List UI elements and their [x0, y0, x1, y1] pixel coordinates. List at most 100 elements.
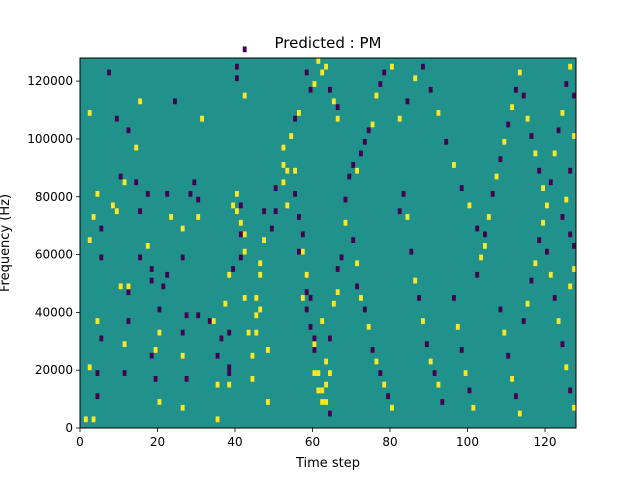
heatmap-cell	[293, 115, 298, 122]
heatmap-cell	[145, 190, 150, 197]
heatmap-cell	[122, 179, 127, 186]
heatmap-cell	[304, 289, 309, 296]
x-tick-label: 80	[382, 435, 397, 449]
heatmap-cell	[312, 81, 317, 87]
heatmap-cell	[87, 237, 92, 243]
heatmap-cell	[223, 300, 228, 307]
heatmap-cell	[258, 306, 263, 313]
heatmap-cell	[335, 104, 340, 111]
heatmap-cell	[339, 254, 344, 261]
heatmap-cell	[560, 214, 565, 220]
heatmap-cell	[432, 370, 437, 376]
heatmap-cell	[436, 110, 441, 116]
heatmap-cell	[300, 231, 305, 238]
heatmap-cell	[545, 248, 549, 255]
heatmap-cell	[564, 364, 569, 371]
heatmap-cell	[312, 347, 317, 353]
heatmap-cell	[258, 271, 263, 278]
heatmap-cell	[320, 69, 325, 76]
heatmap-cell	[521, 318, 526, 324]
heatmap-cell	[405, 214, 410, 220]
heatmap-cell	[498, 156, 503, 163]
heatmap-cells	[83, 46, 577, 423]
heatmap-cell	[254, 329, 259, 336]
heatmap-cell	[490, 190, 495, 197]
heatmap-cell	[149, 352, 154, 359]
heatmap-cell	[211, 318, 216, 324]
heatmap-cell	[351, 162, 356, 168]
heatmap-cell	[304, 271, 309, 278]
heatmap-cell	[134, 179, 139, 186]
heatmap-cell	[331, 98, 336, 105]
chart-title: Predicted : PM	[275, 34, 382, 52]
heatmap-cell	[269, 225, 274, 232]
heatmap-cell	[568, 63, 573, 70]
heatmap-cell	[149, 266, 154, 272]
heatmap-cell	[514, 393, 518, 400]
heatmap-cell	[529, 133, 534, 139]
heatmap-cell	[180, 225, 185, 232]
heatmap-cell	[382, 69, 387, 76]
heatmap-cell	[324, 63, 329, 70]
heatmap-cell	[262, 237, 267, 243]
heatmap-cell	[483, 231, 487, 238]
heatmap-cell	[343, 196, 348, 203]
heatmap-cell	[122, 341, 127, 348]
heatmap-cell	[390, 63, 394, 70]
heatmap-cell	[149, 277, 154, 284]
heatmap-cell	[238, 254, 243, 261]
heatmap-cell	[180, 254, 185, 261]
heatmap-cell	[374, 358, 379, 365]
heatmap-cell	[545, 202, 549, 209]
heatmap-cell	[494, 173, 499, 180]
heatmap-cell	[529, 277, 534, 284]
heatmap-cell	[254, 295, 259, 301]
heatmap-cell	[285, 202, 290, 209]
heatmap-cell	[459, 185, 464, 191]
heatmap-cell	[308, 295, 313, 301]
heatmap-cell	[328, 370, 332, 376]
heatmap-cell	[386, 393, 391, 400]
heatmap-cell	[227, 364, 232, 371]
plot-frame	[79, 57, 577, 429]
heatmap-cell	[552, 295, 557, 301]
heatmap-cell	[359, 295, 363, 301]
heatmap-cell	[157, 329, 162, 336]
heatmap-cell	[83, 416, 88, 423]
heatmap-cell	[564, 196, 569, 203]
heatmap-cell	[308, 323, 313, 330]
heatmap-cell	[413, 277, 418, 284]
heatmap-cell	[157, 306, 162, 313]
heatmap-cell	[227, 271, 232, 278]
heatmap-cell	[122, 370, 127, 376]
heatmap-cell	[506, 121, 511, 128]
heatmap-cell	[111, 202, 115, 209]
heatmap-cell	[118, 173, 123, 180]
heatmap-cell	[428, 86, 433, 93]
heatmap-cell	[118, 283, 123, 290]
heatmap-cell	[250, 375, 255, 382]
heatmap-cell	[87, 364, 92, 371]
heatmap-cell	[281, 162, 286, 168]
y-axis-label: Frequency (Hz)	[0, 194, 13, 292]
heatmap-cell	[471, 404, 476, 411]
heatmap-cell	[533, 150, 538, 157]
heatmap-cell	[517, 410, 522, 417]
heatmap-cell	[95, 318, 100, 324]
heatmap-cell	[235, 190, 239, 197]
heatmap-cell	[548, 271, 553, 278]
x-axis-ticks: 0 20 40 60 80 100 120	[76, 428, 556, 449]
heatmap-cell	[157, 399, 162, 405]
heatmap-cell	[316, 387, 321, 394]
heatmap-cell	[95, 393, 100, 400]
heatmap-cell	[215, 352, 220, 359]
heatmap-cell	[196, 214, 201, 220]
heatmap-cell	[238, 231, 243, 238]
heatmap-cell	[114, 115, 119, 122]
heatmap-cell	[572, 133, 577, 139]
heatmap-cell	[312, 335, 317, 342]
heatmap-cell	[87, 110, 92, 116]
heatmap-cell	[254, 312, 259, 319]
heatmap-cell	[231, 266, 236, 272]
x-axis-label: Time step	[295, 456, 360, 471]
